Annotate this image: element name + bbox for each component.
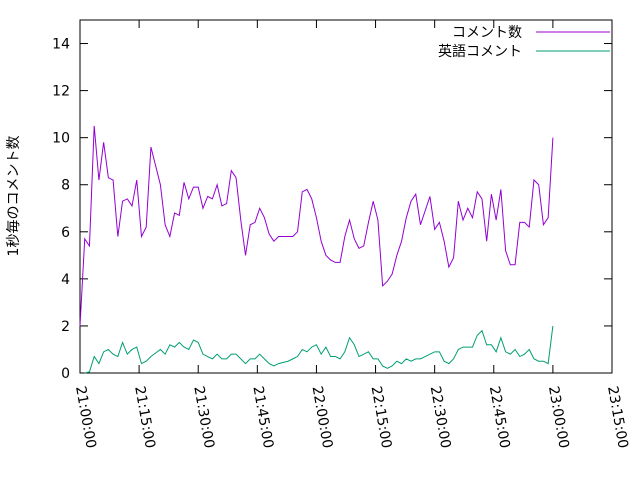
series-line xyxy=(84,325,554,374)
y-tick-label: 2 xyxy=(61,319,70,335)
x-tick-label: 21:45:00 xyxy=(249,385,276,450)
y-axis-label: 1秒毎のコメント数 xyxy=(6,136,22,257)
y-tick-label: 4 xyxy=(61,272,70,288)
series-line xyxy=(79,125,554,326)
y-tick-label: 14 xyxy=(52,37,70,53)
legend-label: コメント数 xyxy=(452,25,522,41)
x-tick-label: 21:00:00 xyxy=(72,385,99,450)
x-tick-label: 23:00:00 xyxy=(545,385,572,450)
x-tick-label: 21:30:00 xyxy=(190,385,217,450)
x-tick-label: 22:00:00 xyxy=(309,385,336,450)
x-tick-label: 21:15:00 xyxy=(131,385,158,450)
y-tick-label: 6 xyxy=(61,225,70,241)
y-tick-label: 0 xyxy=(61,366,70,382)
y-tick-label: 8 xyxy=(61,178,70,194)
y-tick-label: 10 xyxy=(52,131,70,147)
x-tick-label: 23:15:00 xyxy=(604,385,631,450)
x-tick-label: 22:30:00 xyxy=(427,385,454,450)
x-tick-label: 22:15:00 xyxy=(368,385,395,450)
plot-border xyxy=(79,19,613,374)
y-tick-label: 12 xyxy=(52,84,70,100)
x-tick-label: 22:45:00 xyxy=(486,385,513,450)
legend-label: 英語コメント xyxy=(438,43,522,60)
